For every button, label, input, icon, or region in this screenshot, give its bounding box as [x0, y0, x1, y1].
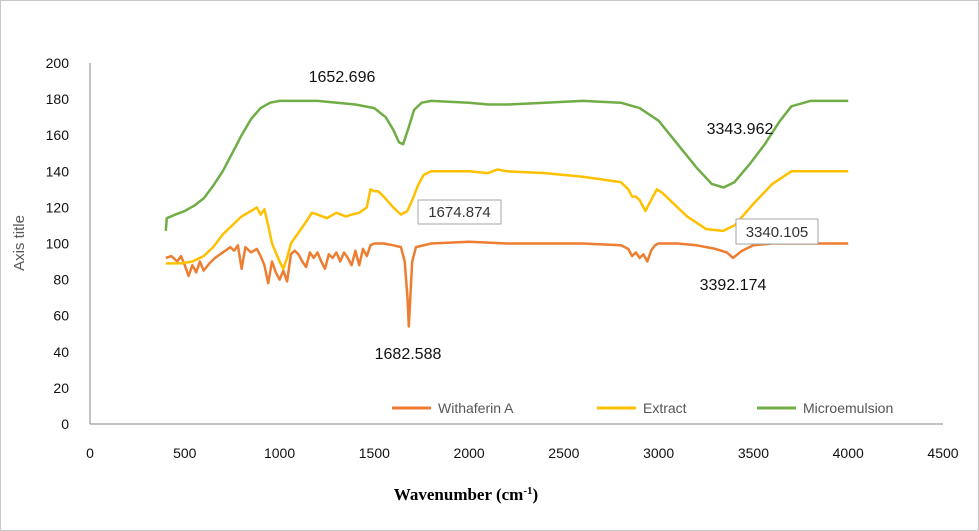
x-axis-title: Wavenumber (cm-1): [394, 485, 538, 504]
legend-label-extract: Extract: [643, 400, 687, 416]
y-tick-labels: 0 20 40 60 80 100 120 140 160 180 200: [46, 55, 70, 432]
x-tick-label: 2000: [454, 445, 485, 461]
y-tick-label: 140: [46, 163, 70, 179]
y-tick-label: 180: [46, 91, 70, 107]
annotation-1674: 1674.874: [428, 204, 491, 221]
series-line-microemulsion: [164, 99, 849, 231]
x-axis-title-close: ): [533, 485, 539, 504]
x-axis-title-sup: -1: [523, 485, 532, 497]
annotation-3340: 3340.105: [746, 224, 809, 241]
x-tick-label: 500: [173, 445, 197, 461]
annotation-1674-box: [417, 199, 502, 225]
series-layer: [164, 99, 849, 328]
y-tick-label: 100: [46, 236, 70, 252]
x-axis-title-main: Wavenumber (cm: [394, 485, 524, 504]
x-tick-labels: 0 500 1000 1500 2000 2500 3000 3500 4000 4500: [86, 445, 959, 461]
annotation-3392: 3392.174: [700, 277, 767, 294]
y-tick-label: 80: [53, 272, 69, 288]
series-line-extract: [165, 168, 849, 271]
legend: Withaferin A Extract Microemulsion: [392, 400, 893, 416]
y-tick-label: 20: [53, 380, 69, 396]
x-tick-label: 0: [86, 445, 94, 461]
x-tick-label: 1500: [359, 445, 390, 461]
y-tick-label: 120: [46, 199, 70, 215]
x-tick-label: 4000: [833, 445, 864, 461]
series-line-withaferin-a: [165, 240, 849, 328]
y-tick-label: 60: [53, 308, 69, 324]
x-tick-label: 2500: [548, 445, 579, 461]
annotation-1682: 1682.588: [375, 346, 442, 363]
legend-label-withaferin: Withaferin A: [438, 400, 514, 416]
x-tick-label: 1000: [264, 445, 295, 461]
y-tick-label: 200: [46, 55, 70, 71]
annotation-3343: 3343.962: [707, 121, 774, 138]
annotation-1652: 1652.696: [309, 69, 376, 86]
y-axis-title: Axis title: [11, 215, 28, 271]
x-tick-label: 3500: [738, 445, 769, 461]
x-tick-label: 3000: [643, 445, 674, 461]
annotation-3340-box: [735, 218, 819, 245]
y-tick-label: 160: [46, 127, 70, 143]
y-tick-label: 0: [61, 416, 69, 432]
legend-label-microemulsion: Microemulsion: [803, 400, 893, 416]
y-tick-label: 40: [53, 344, 69, 360]
x-tick-label: 4500: [927, 445, 958, 461]
